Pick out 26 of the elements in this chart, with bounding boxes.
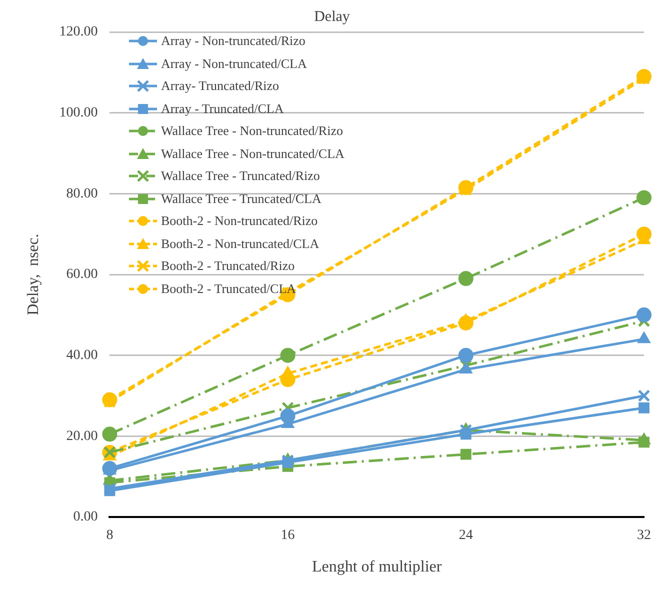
legend-label: Wallace Tree - Truncated/CLA — [161, 190, 322, 208]
y-tick-label: 60.00 — [66, 267, 98, 282]
legend-label: Booth-2 - Non-truncated/Rizo — [161, 212, 318, 230]
legend-label: Wallace Tree - Non-truncated/CLA — [161, 144, 344, 162]
x-tick-label: 8 — [106, 528, 114, 544]
legend-label: Booth-2 - Truncated/CLA — [161, 280, 296, 298]
legend-label: Array - Non-truncated/CLA — [161, 54, 307, 73]
y-axis-title: Delay, nsec. — [24, 234, 42, 316]
legend-label: Array- Truncated/Rizo — [161, 77, 280, 95]
y-tick-label: 120.00 — [59, 24, 98, 40]
x-tick-label: 16 — [280, 528, 295, 544]
legend-label: Array - Truncated/CLA — [161, 100, 284, 118]
chart-title: Delay — [314, 8, 350, 25]
x-axis-title: Lenght of multiplier — [312, 558, 442, 576]
y-tick-label: 20.00 — [66, 428, 98, 444]
legend-label: Wallace Tree - Truncated/Rizo — [161, 167, 320, 185]
y-tick-label: 0.00 — [73, 510, 98, 525]
legend-label: Booth-2 - Truncated/Rizo — [161, 257, 295, 275]
y-tick-label: 40.00 — [66, 348, 98, 364]
legend-label: Array - Non-truncated/Rizo — [161, 32, 306, 50]
y-tick-label: 100.00 — [59, 106, 98, 121]
y-tick-label: 80.00 — [66, 186, 98, 202]
legend-label: Wallace Tree - Non-truncated/Rizo — [161, 122, 343, 140]
legend-label: Booth-2 - Non-truncated/CLA — [161, 234, 320, 252]
x-tick-label: 24 — [458, 528, 473, 544]
x-tick-label: 32 — [637, 528, 651, 544]
